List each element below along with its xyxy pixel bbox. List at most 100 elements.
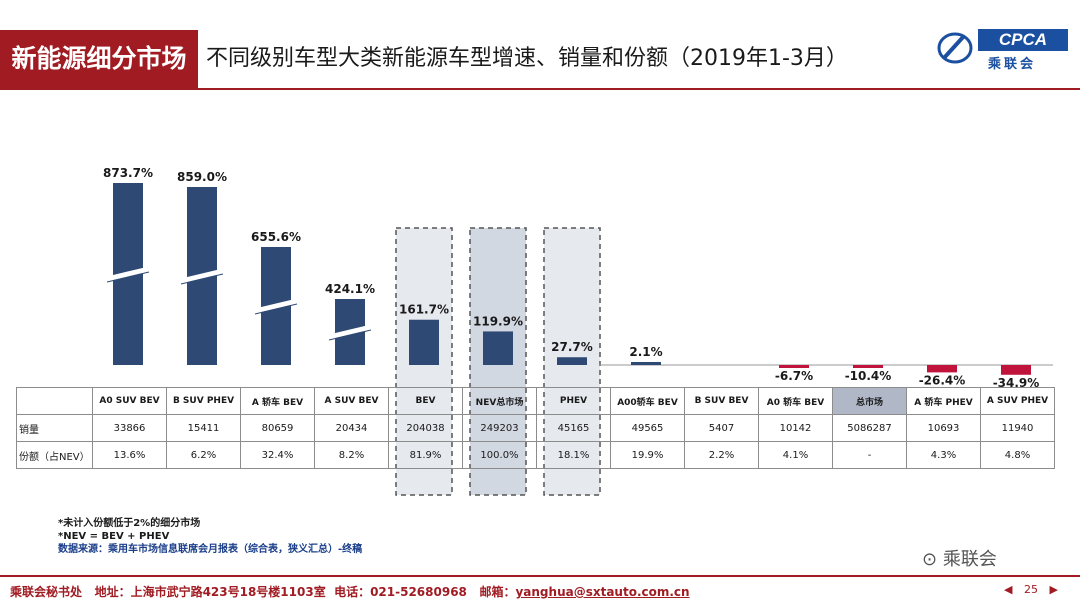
bars-group xyxy=(106,183,1031,375)
footer-phone: 电话：021-52680968 xyxy=(334,585,467,599)
sales-share-table: A0 SUV BEV B SUV PHEV A 轿车 BEV A SUV BEV BEV… xyxy=(16,387,1055,469)
row-label-sales: 销量 xyxy=(16,414,93,442)
share-cell: 32.4% xyxy=(240,441,315,469)
share-cell: 6.2% xyxy=(166,441,241,469)
value-label-2: 655.6% xyxy=(251,230,301,244)
page-number: 25 xyxy=(1023,583,1038,596)
sales-cell: 5407 xyxy=(684,414,759,442)
axis-break-edge-3 xyxy=(328,329,372,341)
sales-cell: 11940 xyxy=(980,414,1055,442)
axis-break-1 xyxy=(180,268,224,284)
table-header-cell: A0 轿车 BEV xyxy=(758,387,833,415)
sales-cell: 10142 xyxy=(758,414,833,442)
table-header-cell: A SUV PHEV xyxy=(980,387,1055,415)
table-header-cell: 总市场 xyxy=(832,387,907,415)
value-label-12: -34.9% xyxy=(993,376,1040,390)
bar-4 xyxy=(409,319,439,365)
share-cell: 4.8% xyxy=(980,441,1055,469)
footnotes: *未计入份额低于2%的细分市场 *NEV = BEV + PHEV 数据来源：乘… xyxy=(58,517,362,556)
value-label-3: 424.1% xyxy=(325,282,375,296)
table-corner-cell xyxy=(16,387,93,415)
share-cell: 13.6% xyxy=(92,441,167,469)
axis-break-3 xyxy=(328,324,372,340)
sales-cell: 33866 xyxy=(92,414,167,442)
sales-cell: 249203 xyxy=(462,414,537,442)
value-label-0: 873.7% xyxy=(103,166,153,180)
footer-contact: 乘联会秘书处 地址：上海市武宁路423号18号楼1103室 电话：021-526… xyxy=(10,583,690,600)
wechat-name: 乘联会 xyxy=(942,549,997,570)
slide-title: 不同级别车型大类新能源车型增速、销量和份额（2019年1-3月） xyxy=(206,46,848,71)
section-tag: 新能源细分市场 xyxy=(0,30,198,88)
axis-break-edge-1 xyxy=(180,273,224,285)
value-label-9: -6.7% xyxy=(775,369,813,383)
table-header-cell: A SUV BEV xyxy=(314,387,389,415)
table-header-cell: A0 SUV BEV xyxy=(92,387,167,415)
value-label-5: 119.9% xyxy=(473,314,523,328)
footer-org: 乘联会秘书处 xyxy=(10,585,83,599)
footer-divider xyxy=(0,575,1080,577)
prev-page-icon[interactable]: ◀ xyxy=(1004,583,1013,596)
logo-text: CPCA xyxy=(978,29,1068,51)
value-label-11: -26.4% xyxy=(919,373,966,387)
footer-address: 地址：上海市武宁路423号18号楼1103室 xyxy=(94,585,326,599)
sales-cell: 5086287 xyxy=(832,414,907,442)
table-row-share: 份额（占NEV） 13.6% 6.2% 32.4% 8.2% 81.9% 100.0% 18.… xyxy=(16,441,1055,469)
share-cell: 8.2% xyxy=(314,441,389,469)
note-line-2: *NEV = BEV + PHEV xyxy=(58,531,170,542)
sales-cell: 45165 xyxy=(536,414,611,442)
sales-cell: 204038 xyxy=(388,414,463,442)
row-label-share: 份额（占NEV） xyxy=(16,441,93,469)
value-label-10: -10.4% xyxy=(845,369,892,383)
sales-cell: 15411 xyxy=(166,414,241,442)
table-header-cell: B SUV PHEV xyxy=(166,387,241,415)
wechat-icon: ⊙ xyxy=(922,549,938,570)
bar-5 xyxy=(483,331,513,365)
table-header-cell: NEV总市场 xyxy=(462,387,537,415)
sales-cell: 10693 xyxy=(906,414,981,442)
sales-cell: 49565 xyxy=(610,414,685,442)
share-cell: 2.2% xyxy=(684,441,759,469)
share-cell: 4.3% xyxy=(906,441,981,469)
cpca-emblem-icon xyxy=(937,32,973,64)
table-header-cell: A00轿车 BEV xyxy=(610,387,685,415)
axis-break-0 xyxy=(106,266,150,282)
table-row-sales: 销量 33866 15411 80659 20434 204038 249203 45165 4… xyxy=(16,414,1055,442)
logo-cn: 乘联会 xyxy=(988,57,1037,72)
bar-9 xyxy=(779,365,809,368)
sales-cell: 20434 xyxy=(314,414,389,442)
table-header-cell: B SUV BEV xyxy=(684,387,759,415)
axis-break-edge-2 xyxy=(254,303,298,315)
value-label-7: 2.1% xyxy=(629,345,662,359)
table-header-cell: A 轿车 BEV xyxy=(240,387,315,415)
header-divider xyxy=(0,88,1080,90)
axis-break-2 xyxy=(254,298,298,314)
data-source: 数据来源：乘用车市场信息联席会月报表（综合表，狭义汇总）-终稿 xyxy=(58,544,363,555)
value-labels-group: 873.7% 859.0% 655.6% 424.1% 161.7% 119.9% 27.7… xyxy=(103,166,1039,390)
value-label-1: 859.0% xyxy=(177,170,227,184)
axis-break-edge-0 xyxy=(106,271,150,283)
table-header-cell: PHEV xyxy=(536,387,611,415)
bar-7 xyxy=(631,362,661,365)
next-page-icon[interactable]: ▶ xyxy=(1049,583,1058,596)
bar-12 xyxy=(1001,365,1031,375)
pager: ◀ 25 ▶ xyxy=(1000,583,1062,596)
bar-6 xyxy=(557,357,587,365)
bar-11 xyxy=(927,365,957,373)
value-label-6: 27.7% xyxy=(551,340,593,354)
cpca-logo: CPCA 乘联会 xyxy=(930,26,1070,74)
share-cell: 18.1% xyxy=(536,441,611,469)
table-header-row: A0 SUV BEV B SUV PHEV A 轿车 BEV A SUV BEV BEV… xyxy=(16,387,1055,415)
share-cell: 19.9% xyxy=(610,441,685,469)
footer-email-label: 邮箱： xyxy=(479,585,516,599)
share-cell: 4.1% xyxy=(758,441,833,469)
bar-10 xyxy=(853,365,883,368)
footer-email[interactable]: yanghua@sxtauto.com.cn xyxy=(515,585,690,599)
value-label-4: 161.7% xyxy=(399,303,449,317)
table-header-cell: BEV xyxy=(388,387,463,415)
slide-header: 新能源细分市场 不同级别车型大类新能源车型增速、销量和份额（2019年1-3月）… xyxy=(0,0,1080,90)
note-line-1: *未计入份额低于2%的细分市场 xyxy=(58,518,201,529)
share-cell: 100.0% xyxy=(462,441,537,469)
share-cell: - xyxy=(832,441,907,469)
sales-cell: 80659 xyxy=(240,414,315,442)
wechat-watermark: ⊙ 乘联会 xyxy=(922,545,997,571)
